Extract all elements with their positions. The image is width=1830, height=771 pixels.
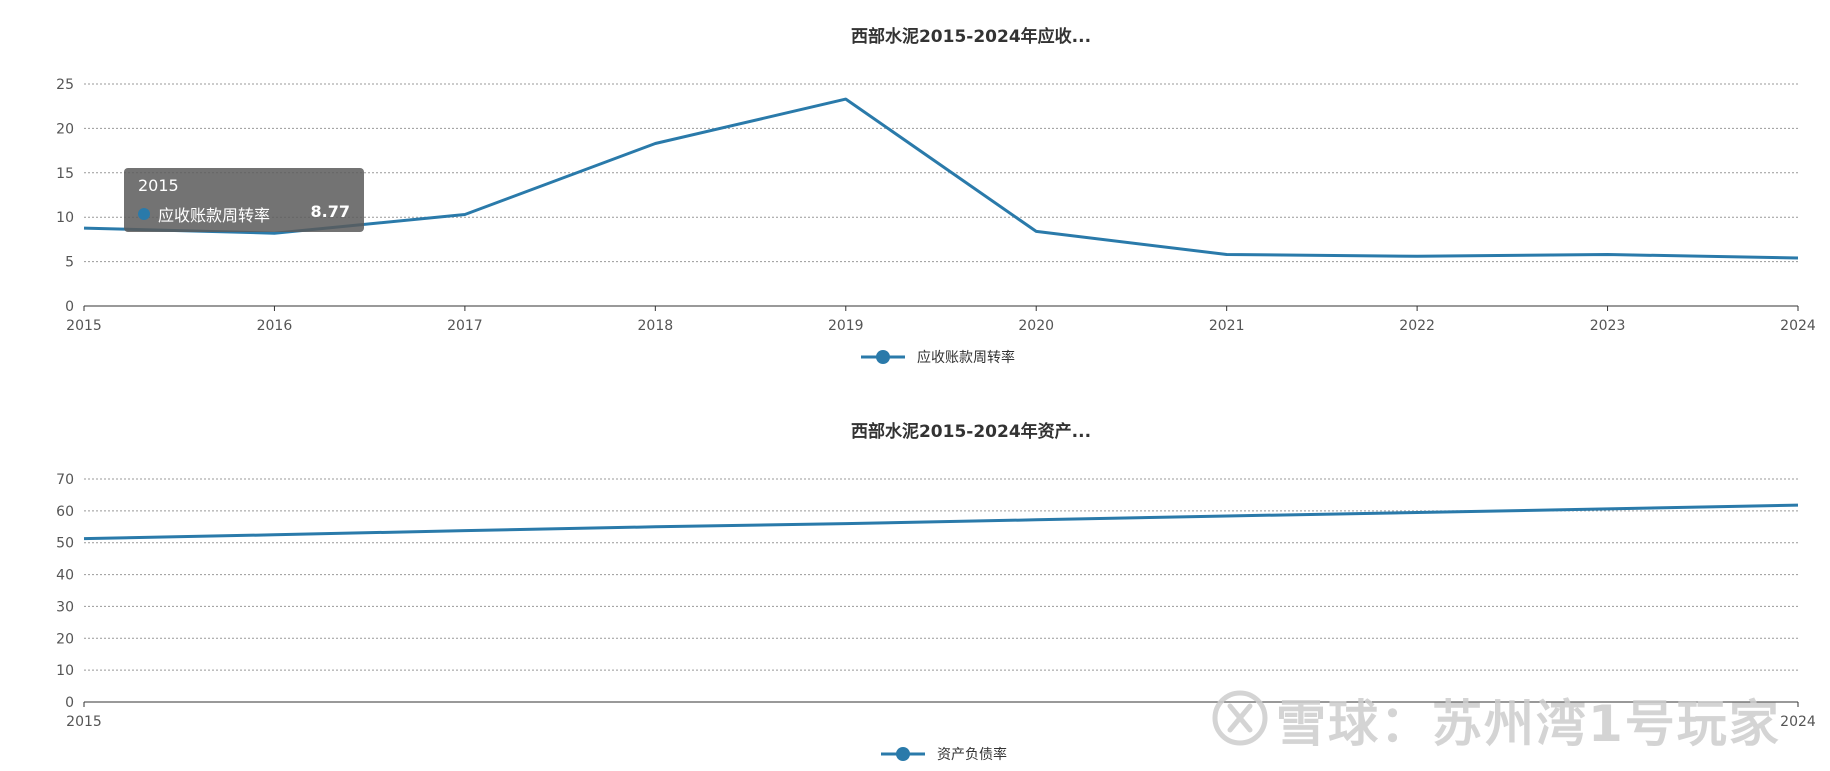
data-point[interactable] (1223, 250, 1231, 258)
y-tick-label: 0 (65, 299, 74, 315)
y-tick-label: 10 (56, 210, 74, 226)
data-point[interactable] (80, 535, 88, 543)
x-tick-label: 2023 (1590, 318, 1626, 334)
data-point[interactable] (842, 95, 850, 103)
y-tick-label: 50 (56, 536, 74, 552)
snowball-logo-icon (1212, 690, 1268, 746)
data-point[interactable] (1794, 501, 1802, 509)
data-point[interactable] (1604, 505, 1612, 513)
data-point[interactable] (842, 520, 850, 528)
x-tick-label: 2020 (1018, 318, 1054, 334)
x-tick-label: 2021 (1209, 318, 1245, 334)
y-tick-label: 0 (65, 695, 74, 711)
legend-marker (876, 350, 890, 364)
y-tick-label: 30 (56, 599, 74, 615)
y-tick-label: 40 (56, 568, 74, 584)
data-point[interactable] (461, 527, 469, 535)
x-tick-label: 2016 (257, 318, 293, 334)
data-point[interactable] (1223, 512, 1231, 520)
tooltip-series-label: 应收账款周转率 (158, 206, 271, 225)
legend-label[interactable]: 应收账款周转率 (917, 349, 1015, 366)
data-point[interactable] (80, 224, 88, 232)
data-point[interactable] (1032, 516, 1040, 524)
data-point[interactable] (1413, 508, 1421, 516)
x-tick-label: 2019 (828, 318, 864, 334)
data-point[interactable] (461, 211, 469, 219)
data-point[interactable] (1032, 227, 1040, 235)
x-tick-label: 2022 (1399, 318, 1435, 334)
tooltip-title: 2015 (138, 176, 179, 195)
data-point[interactable] (651, 523, 659, 531)
x-tick-label: 2017 (447, 318, 483, 334)
y-tick-label: 20 (56, 631, 74, 647)
data-point[interactable] (1413, 252, 1421, 260)
chart-receivable-turnover: 西部水泥2015-2024年应收... 0 5 10 15 20 25 2015 2016 201… (56, 26, 1816, 366)
legend-label[interactable]: 资产负债率 (937, 746, 1007, 763)
y-tick-label: 5 (65, 255, 74, 271)
x-tick-label: 2015 (66, 318, 102, 334)
chart-tooltip: 2015 应收账款周转率 8.77 (124, 168, 364, 232)
y-tick-label: 20 (56, 121, 74, 137)
data-point[interactable] (651, 139, 659, 147)
x-tick-label: 2015 (66, 714, 102, 730)
y-tick-label: 70 (56, 472, 74, 488)
data-point[interactable] (1604, 250, 1612, 258)
x-tick-label: 2024 (1780, 318, 1816, 334)
series-line[interactable] (83, 503, 1799, 541)
chart-title: 西部水泥2015-2024年资产... (851, 421, 1091, 442)
data-point[interactable] (270, 531, 278, 539)
y-tick-label: 60 (56, 504, 74, 520)
chart-title: 西部水泥2015-2024年应收... (851, 26, 1091, 47)
x-tick-label: 2024 (1780, 714, 1816, 730)
y-tick-label: 25 (56, 77, 74, 93)
series-line[interactable] (83, 97, 1799, 260)
tooltip-value: 8.77 (310, 202, 350, 221)
tooltip-series-dot (138, 208, 150, 220)
data-point[interactable] (1794, 254, 1802, 262)
y-tick-label: 15 (56, 166, 74, 182)
watermark-text: 雪球：苏州湾1号玩家 (1276, 695, 1781, 753)
chart-debt-ratio: 西部水泥2015-2024年资产... 0 10 20 30 40 50 60 70 2015 20… (56, 421, 1816, 763)
y-tick-label: 10 (56, 663, 74, 679)
x-tick-label: 2018 (638, 318, 674, 334)
legend-marker (896, 747, 910, 761)
